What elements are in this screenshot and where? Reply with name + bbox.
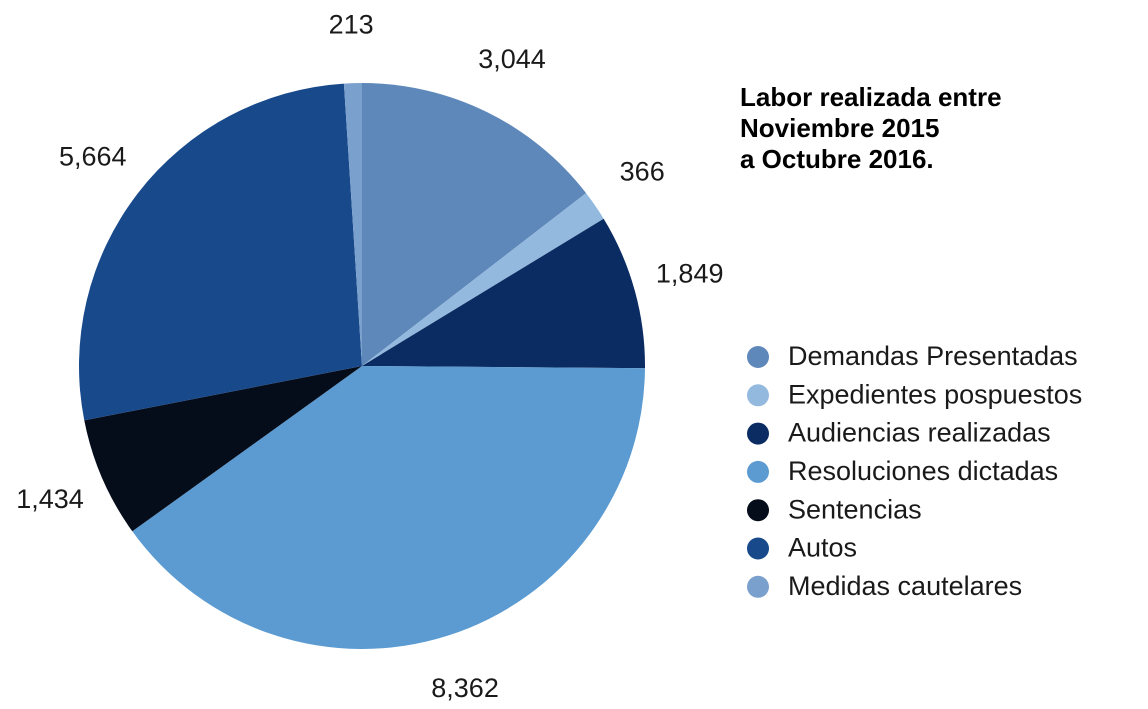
pie-slice (343, 83, 362, 366)
data-label: 213 (329, 9, 374, 39)
pie-slice (78, 83, 362, 421)
legend-marker (747, 499, 769, 522)
legend-label: Medidas cautelares (788, 571, 1022, 601)
legend-marker (747, 346, 769, 368)
data-label: 8,362 (431, 673, 499, 703)
legend-label: Expedientes pospuestos (788, 379, 1082, 409)
chart-title: Labor realizada entre Noviembre 2015 a O… (740, 82, 1002, 174)
data-label: 1,434 (16, 484, 84, 514)
pie-slice (84, 366, 363, 532)
legend-marker (747, 537, 769, 560)
legend-marker (747, 384, 769, 407)
pie-slice (362, 193, 604, 366)
legend-label: Audiencias realizadas (788, 418, 1051, 448)
legend-label: Autos (788, 533, 857, 563)
data-label: 3,044 (478, 44, 546, 74)
pie-slice (362, 218, 645, 369)
pie-slice (362, 83, 587, 366)
data-label: 366 (620, 157, 665, 187)
legend-marker (747, 422, 769, 445)
data-label: 5,664 (59, 142, 127, 172)
legend-marker (747, 575, 769, 598)
legend-marker (747, 460, 769, 483)
legend-label: Demandas Presentadas (788, 341, 1078, 371)
pie-slice (132, 366, 645, 650)
legend-label: Resoluciones dictadas (788, 456, 1058, 486)
data-label: 1,849 (656, 259, 724, 289)
legend-label: Sentencias (788, 494, 922, 524)
